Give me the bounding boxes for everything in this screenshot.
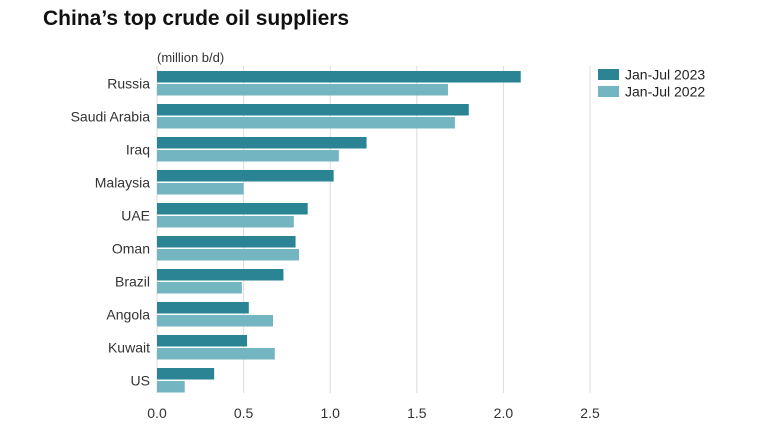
chart-title: China’s top crude oil suppliers bbox=[43, 7, 349, 30]
bar bbox=[157, 269, 284, 281]
bar bbox=[157, 117, 455, 129]
category-label: Russia bbox=[107, 75, 150, 91]
bar bbox=[157, 84, 448, 96]
category-label: Brazil bbox=[115, 273, 150, 289]
unit-label: (million b/d) bbox=[157, 50, 224, 65]
bar bbox=[157, 183, 244, 195]
category-label: Angola bbox=[106, 306, 150, 322]
category-label: US bbox=[131, 372, 150, 388]
bar bbox=[157, 348, 275, 360]
bar bbox=[157, 282, 242, 294]
bar bbox=[157, 315, 274, 327]
bar bbox=[157, 104, 469, 116]
category-label: UAE bbox=[121, 207, 150, 223]
bar bbox=[157, 236, 296, 248]
x-tick-label: 1.5 bbox=[407, 405, 427, 421]
bar bbox=[157, 249, 300, 261]
bar bbox=[157, 368, 215, 380]
category-label: Kuwait bbox=[108, 339, 150, 355]
x-tick-label: 0.0 bbox=[147, 405, 167, 421]
legend-swatch bbox=[598, 86, 619, 97]
bar bbox=[157, 137, 367, 149]
x-tick-label: 2.5 bbox=[580, 405, 600, 421]
legend-label: Jan-Jul 2023 bbox=[625, 67, 705, 83]
category-label: Iraq bbox=[126, 141, 150, 157]
category-labels: Russia Saudi Arabia Iraq Malaysia UAE Oman Bra… bbox=[71, 75, 151, 388]
legend-swatch bbox=[598, 69, 619, 80]
x-tick-label: 1.0 bbox=[320, 405, 340, 421]
bar bbox=[157, 203, 308, 215]
bar bbox=[157, 302, 249, 314]
category-label: Malaysia bbox=[95, 174, 150, 190]
bar bbox=[157, 170, 334, 182]
bar bbox=[157, 71, 521, 83]
bar bbox=[157, 335, 248, 347]
bars bbox=[157, 71, 521, 393]
category-label: Saudi Arabia bbox=[71, 108, 151, 124]
legend-label: Jan-Jul 2022 bbox=[625, 84, 705, 100]
x-axis-ticks: 0.0 0.5 1.0 1.5 2.0 2.5 bbox=[147, 405, 600, 421]
category-label: Oman bbox=[112, 240, 150, 256]
x-tick-label: 2.0 bbox=[494, 405, 514, 421]
bar bbox=[157, 381, 185, 393]
bar bbox=[157, 150, 339, 162]
bar bbox=[157, 216, 294, 228]
x-tick-label: 0.5 bbox=[234, 405, 254, 421]
